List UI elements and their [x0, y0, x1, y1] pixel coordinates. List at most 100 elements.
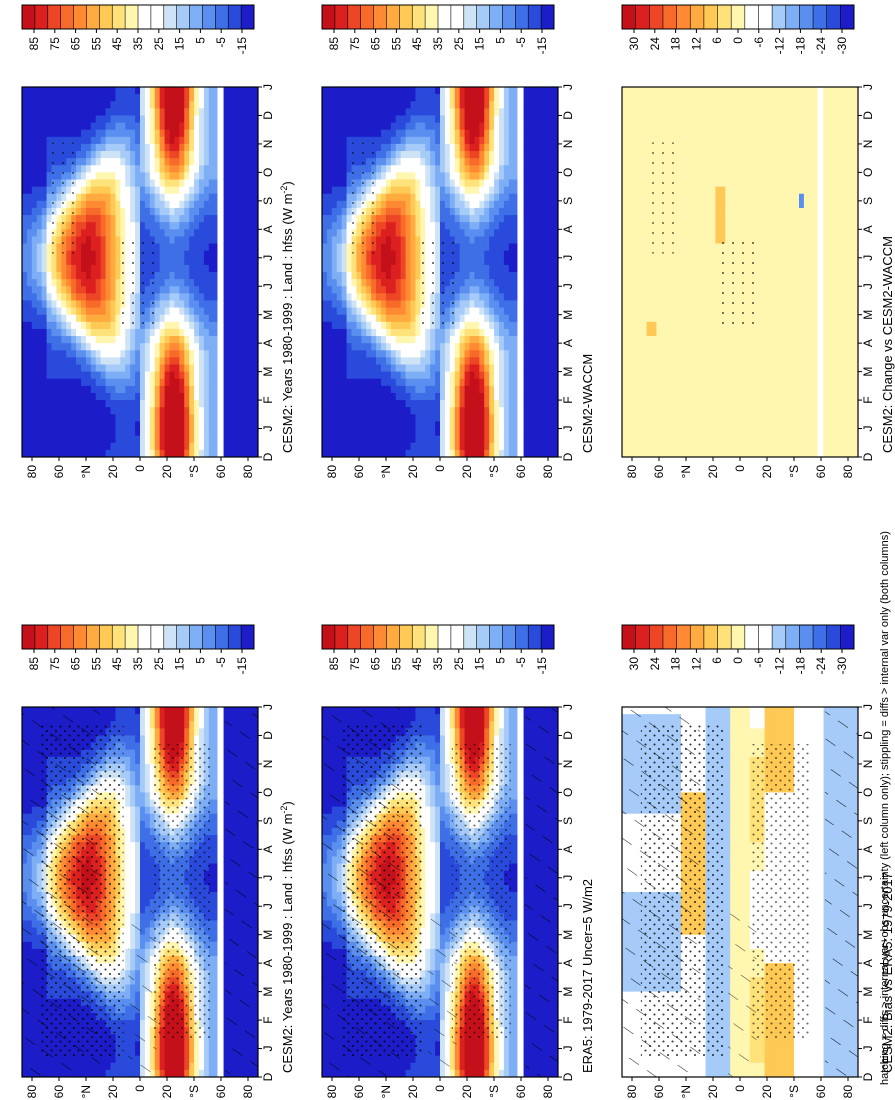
lat-tick-label: 80 — [841, 1085, 855, 1099]
colorbar-row2-left: 85 75 65 55 45 35 25 15 5 -5 -15 — [321, 624, 555, 675]
lat-tick-label: 80 — [25, 1085, 39, 1099]
panel-cesm2-right: D J F M A M J J A S O N D J 80 60 °N 20 0 20 °S 60 80 CESM2: Ye… — [21, 84, 295, 479]
lat-tick-label: °N — [679, 465, 693, 478]
colorbar-tick-label: -18 — [793, 37, 807, 55]
lat-tick-label: 0 — [733, 1085, 747, 1092]
colorbar-tick-label: -24 — [814, 37, 828, 55]
month-tick-label: D — [261, 731, 275, 740]
lat-tick-label: °S — [487, 1085, 501, 1098]
lat-tick-label: 60 — [652, 465, 666, 479]
lat-tick-label: 0 — [433, 465, 447, 472]
colorbar-tick-label: -12 — [773, 657, 787, 675]
month-tick-label: J — [261, 84, 275, 90]
month-tick-label: O — [261, 788, 275, 797]
month-tick-label: A — [861, 339, 875, 347]
month-tick-label: M — [861, 310, 875, 320]
colorbar-tick-label: 85 — [327, 37, 341, 51]
colorbar-tick-label: -5 — [214, 37, 228, 48]
month-tick-label: M — [261, 367, 275, 377]
month-tick-label: J — [261, 283, 275, 289]
month-tick-label: D — [261, 111, 275, 120]
colorbar-tick-label: 45 — [410, 657, 424, 671]
lat-tick-label: 20 — [460, 465, 474, 479]
panel-change: D J F M A M J J A S O N D J 80 60 °N 20 0 20 °S 60 80 CESM2: Ch… — [621, 84, 895, 479]
colorbar-tick-label: -6 — [752, 37, 766, 48]
colorbar-tick-label: 85 — [27, 657, 41, 671]
month-tick-label: A — [261, 339, 275, 347]
colorbar-tick-label: 0 — [731, 37, 745, 44]
colorbar-tick-label: 18 — [669, 657, 683, 671]
month-tick-label: M — [861, 930, 875, 940]
month-tick-label: D — [561, 111, 575, 120]
colorbar-tick-label: 55 — [89, 657, 103, 671]
month-tick-label: S — [861, 817, 875, 825]
colorbar-tick-label: -5 — [514, 37, 528, 48]
month-tick-label: J — [861, 875, 875, 881]
colorbar-tick-label: 30 — [627, 37, 641, 51]
month-tick-label: N — [261, 140, 275, 149]
lat-tick-label: 20 — [160, 465, 174, 479]
colorbar-tick-label: -24 — [814, 657, 828, 675]
panel-title: CESM2: Change vs CESM2-WACCM — [880, 236, 895, 453]
lat-tick-label: 80 — [541, 465, 555, 479]
lat-tick-label: °N — [379, 1085, 393, 1098]
colorbar-tick-label: 25 — [152, 657, 166, 671]
colorbar-tick-label: 25 — [452, 657, 466, 671]
colorbar-tick-label: 5 — [193, 657, 207, 664]
month-tick-label: J — [261, 255, 275, 261]
colorbar-tick-label: 55 — [389, 657, 403, 671]
month-tick-label: J — [261, 426, 275, 432]
month-tick-label: O — [861, 788, 875, 797]
month-tick-label: M — [261, 310, 275, 320]
lat-tick-label: 60 — [214, 465, 228, 479]
lat-tick-label: 20 — [160, 1085, 174, 1099]
lat-tick-label: 80 — [25, 465, 39, 479]
colorbar-tick-label: 24 — [648, 657, 662, 671]
colorbar-tick-label: 15 — [473, 37, 487, 51]
colorbar-tick-label: 12 — [689, 37, 703, 51]
lat-tick-label: 20 — [760, 465, 774, 479]
colorbar-row3-right: 30 24 18 12 6 0 -6 -12 -18 -24 -30 — [621, 4, 855, 55]
colorbar-tick-label: 55 — [89, 37, 103, 51]
lat-tick-label: °S — [187, 465, 201, 478]
colorbar-tick-label: -15 — [535, 657, 549, 675]
colorbar-tick-label: -15 — [235, 657, 249, 675]
month-tick-label: O — [561, 168, 575, 177]
lat-tick-label: 80 — [541, 1085, 555, 1099]
month-tick-label: F — [261, 396, 275, 403]
lat-tick-label: 80 — [841, 465, 855, 479]
colorbar-tick-label: 65 — [369, 657, 383, 671]
panel-era5: D J F M A M J J A S O N D J 80 60 °N 20 0 20 °S 60 80 ERA5: 197… — [321, 704, 595, 1099]
colorbar-tick-label: 65 — [69, 657, 83, 671]
lat-tick-label: 60 — [652, 1085, 666, 1099]
month-tick-label: D — [861, 731, 875, 740]
colorbar-tick-label: 15 — [173, 657, 187, 671]
colorbar-tick-label: -5 — [514, 657, 528, 668]
month-tick-label: D — [261, 452, 275, 461]
colorbar-tick-label: -5 — [214, 657, 228, 668]
lat-tick-label: 20 — [760, 1085, 774, 1099]
lat-tick-label: 20 — [106, 1085, 120, 1099]
month-tick-label: M — [261, 987, 275, 997]
month-tick-label: J — [261, 875, 275, 881]
month-tick-label: J — [261, 903, 275, 909]
month-tick-label: N — [261, 760, 275, 769]
colorbar-tick-label: 55 — [389, 37, 403, 51]
lat-tick-label: °N — [679, 1085, 693, 1098]
month-tick-label: A — [561, 845, 575, 853]
lat-tick-label: 0 — [133, 465, 147, 472]
month-tick-label: J — [261, 704, 275, 710]
panel-title: CESM2-WACCM — [580, 354, 595, 453]
month-tick-label: D — [861, 1072, 875, 1081]
colorbar-tick-label: 45 — [410, 37, 424, 51]
month-tick-label: A — [561, 225, 575, 233]
colorbar-tick-label: 15 — [473, 657, 487, 671]
month-tick-label: A — [261, 225, 275, 233]
colorbar-tick-label: 45 — [110, 657, 124, 671]
colorbar-tick-label: 75 — [348, 37, 362, 51]
colorbar-tick-label: 0 — [731, 657, 745, 664]
month-tick-label: J — [861, 426, 875, 432]
month-tick-label: S — [261, 817, 275, 825]
month-tick-label: D — [561, 1072, 575, 1081]
panel-title: CESM2: Years 1980-1999 : Land : hfss (W … — [279, 181, 295, 453]
